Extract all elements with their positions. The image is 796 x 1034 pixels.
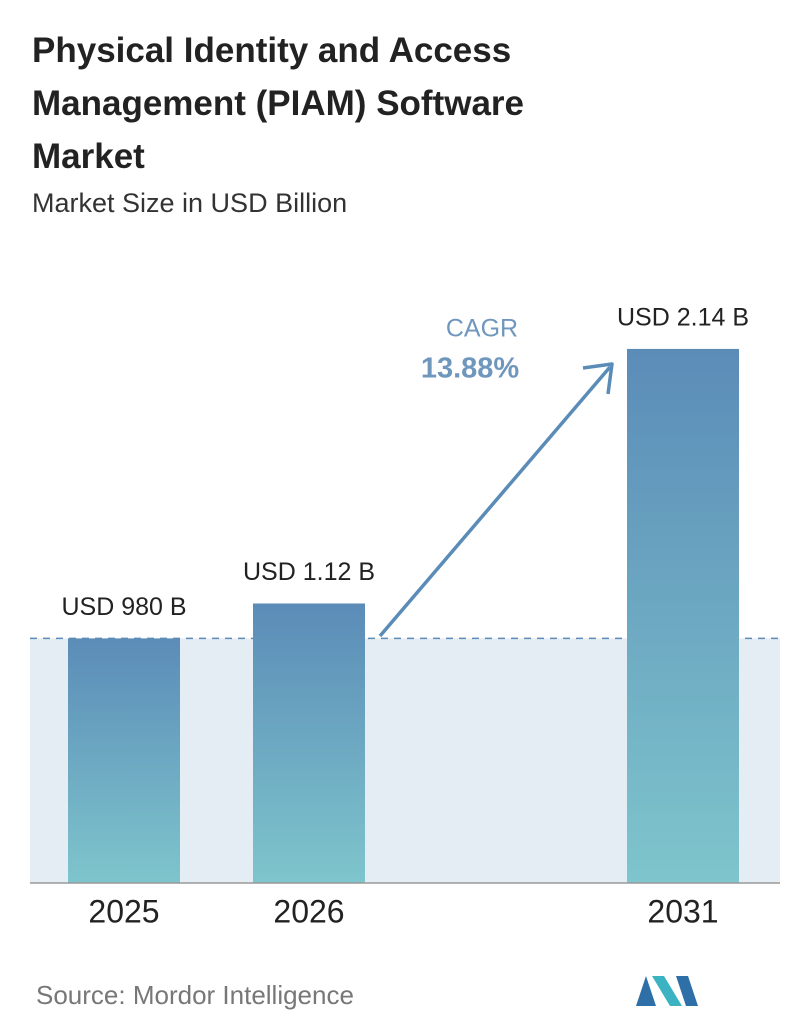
- bar: [68, 638, 180, 883]
- chart-title: Physical Identity and Access Management …: [32, 31, 524, 176]
- x-tick-label: 2025: [88, 893, 159, 929]
- cagr-arrow: [378, 365, 612, 638]
- x-tick-label: 2031: [647, 893, 718, 929]
- cagr-label: CAGR: [446, 315, 518, 343]
- value-label: USD 2.14 B: [617, 304, 749, 332]
- cagr-value: 13.88%: [421, 353, 520, 385]
- source: Source: Mordor Intelligence: [36, 980, 354, 1010]
- bar: [627, 348, 739, 883]
- x-tick-label: 2026: [273, 893, 344, 929]
- chart-subtitle: Market Size in USD Billion: [32, 188, 348, 218]
- value-label: USD 1.12 B: [243, 558, 375, 586]
- bar: [253, 603, 365, 883]
- logo: [636, 976, 698, 1006]
- value-label: USD 980 B: [61, 593, 186, 621]
- cagr-arrowhead: [582, 362, 614, 395]
